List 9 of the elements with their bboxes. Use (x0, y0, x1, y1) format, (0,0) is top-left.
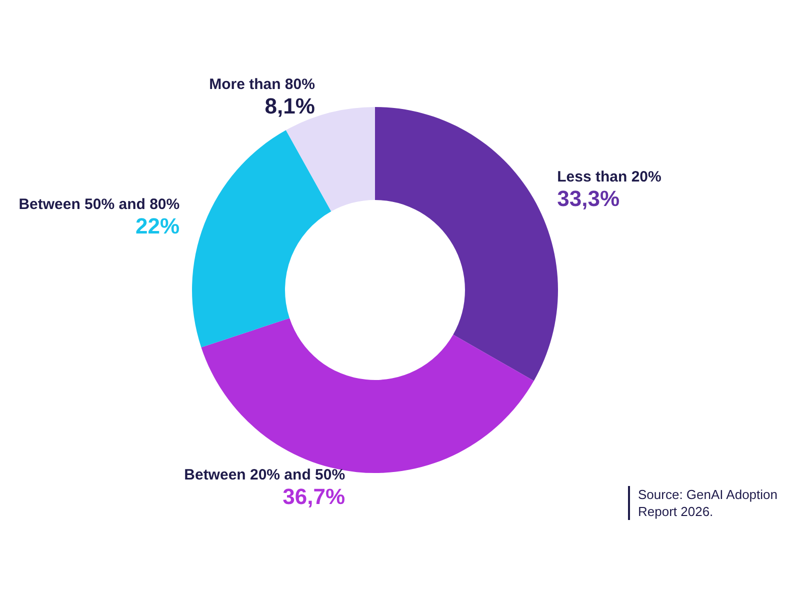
data-label: 22% (136, 214, 180, 239)
data-label: 36,7% (282, 484, 346, 509)
slice-label: Between 20% and 50% (184, 466, 346, 484)
slice-label: Less than 20% (557, 168, 662, 186)
data-label: 8,1% (264, 93, 315, 118)
slice-label: More than 80% (209, 76, 315, 93)
slice-label: Between 50% and 80% (18, 196, 180, 214)
source-note: Source: GenAI Adoption Report 2026. (638, 486, 778, 520)
data-label: 33,3% (557, 186, 620, 212)
